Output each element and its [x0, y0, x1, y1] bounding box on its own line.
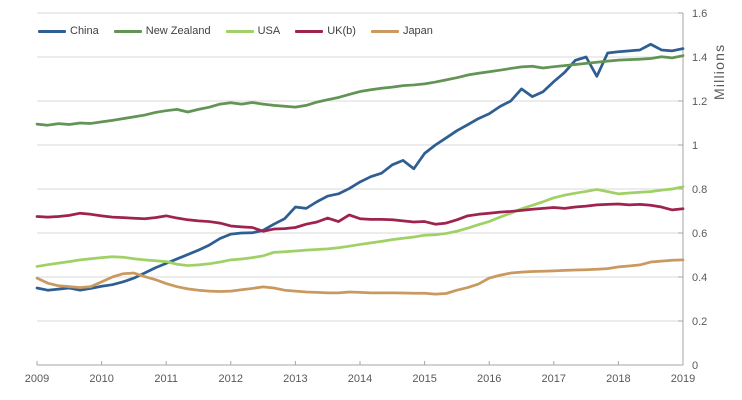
legend-item-china: China	[38, 25, 99, 37]
series-line-japan	[35, 258, 685, 296]
x-tick-label: 2016	[477, 373, 501, 385]
legend-line-swatch	[113, 29, 142, 33]
y-tick-label: 1	[692, 140, 698, 152]
y-tick-label: 0.2	[692, 316, 707, 328]
legend-item-usa: USA	[225, 25, 281, 37]
legend-label: UK(b)	[327, 25, 356, 37]
x-tick-label: 2013	[283, 373, 307, 385]
x-tick-label: 2011	[154, 373, 178, 385]
y-tick-label: 1.2	[692, 96, 707, 108]
y-tick-label: 0.4	[692, 272, 707, 284]
series-line-usa	[35, 185, 685, 268]
legend-label: China	[70, 25, 99, 37]
legend-item-japan: Japan	[370, 25, 433, 37]
legend-label: Japan	[402, 25, 433, 37]
y-tick-label: 1.4	[692, 52, 707, 64]
series-line-new-zealand	[35, 54, 685, 127]
legend-line-swatch	[225, 29, 254, 33]
x-tick-label: 2014	[348, 373, 372, 385]
y-tick-label: 0	[692, 360, 698, 372]
legend-item-uk-b-: UK(b)	[295, 25, 356, 37]
legend-label: New Zealand	[145, 25, 211, 37]
series-line-uk-b-	[35, 202, 685, 233]
x-tick-label: 2015	[412, 373, 436, 385]
legend-line-swatch	[295, 29, 324, 33]
x-tick-label: 2012	[219, 373, 243, 385]
x-tick-label: 2009	[25, 373, 49, 385]
x-tick-label: 2018	[606, 373, 630, 385]
y-tick-label: 0.6	[692, 228, 707, 240]
legend-line-swatch	[38, 29, 66, 33]
y-tick-label: 0.8	[692, 184, 707, 196]
chart-legend: China New Zealand USA UK(b) Japan	[38, 25, 433, 37]
legend-label: USA	[257, 25, 281, 37]
series-line-china	[35, 42, 685, 292]
y-tick-label: 1.6	[692, 8, 707, 20]
x-tick-label: 2017	[542, 373, 566, 385]
x-tick-label: 2010	[89, 373, 113, 385]
x-tick-label: 2019	[671, 373, 695, 385]
legend-line-swatch	[370, 29, 399, 33]
y-axis-unit-label: Millions	[711, 44, 727, 100]
legend-item-new-zealand: New Zealand	[113, 25, 211, 37]
